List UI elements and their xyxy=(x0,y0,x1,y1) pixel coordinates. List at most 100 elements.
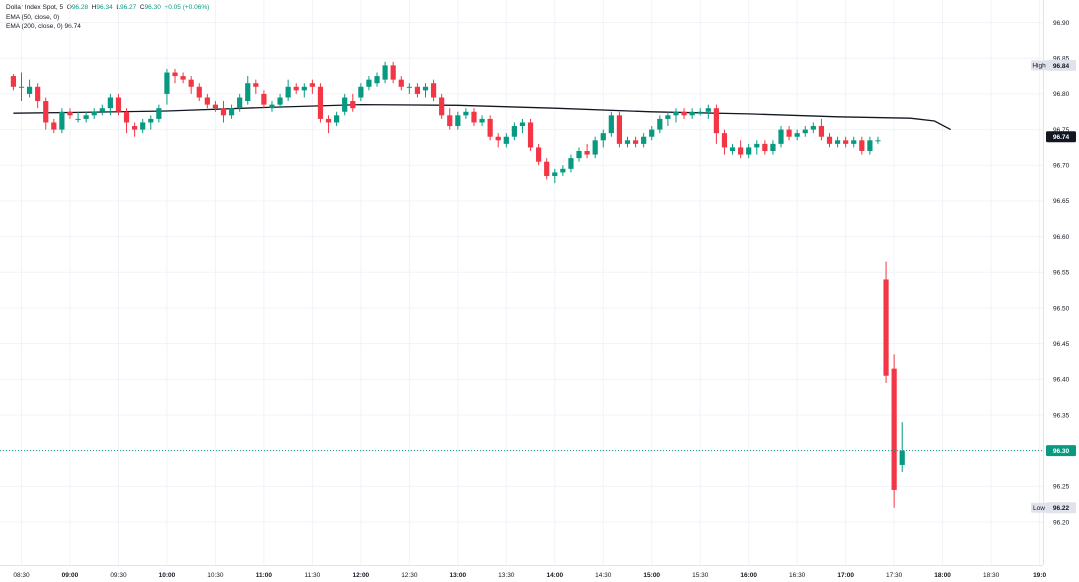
candle-body xyxy=(826,136,833,144)
candle-body xyxy=(552,172,558,176)
candle-down xyxy=(616,111,623,148)
candle-body xyxy=(35,86,41,102)
candle-body xyxy=(406,86,412,88)
candle-body xyxy=(51,122,57,130)
candle-body xyxy=(228,108,235,116)
candle-body xyxy=(220,108,227,116)
low-badge-label: Low xyxy=(1033,505,1045,512)
candle-down xyxy=(196,83,202,102)
candle-down xyxy=(67,108,73,119)
candle-body xyxy=(576,151,582,159)
low-badge-bg xyxy=(1046,502,1076,514)
candle-body xyxy=(67,111,73,116)
candle-body xyxy=(665,115,671,119)
x-tick-label: 16:30 xyxy=(789,572,806,579)
candle-up xyxy=(608,111,614,137)
x-tick-label: 12:30 xyxy=(401,572,418,579)
candle-body xyxy=(527,122,534,148)
legend-ema200-row[interactable]: EMA (200, close, 0) 96.74 xyxy=(6,22,209,32)
candle-up xyxy=(26,79,33,98)
candle-down xyxy=(786,126,792,141)
candle-up xyxy=(91,108,97,119)
candle-body xyxy=(818,126,825,137)
candle-up xyxy=(810,122,816,134)
y-tick-label: 96.25 xyxy=(1053,484,1070,491)
legend-symbol: Dollar Index Spot xyxy=(6,4,56,11)
candle-body xyxy=(883,279,889,376)
candle-down xyxy=(495,133,501,148)
candle-up xyxy=(140,118,146,134)
candle-body xyxy=(212,104,219,109)
candle-down xyxy=(261,90,267,109)
candle-down xyxy=(544,158,550,180)
candle-body xyxy=(358,86,364,98)
candle-up xyxy=(560,165,566,176)
high-badge-bg xyxy=(1046,59,1076,71)
candle-body xyxy=(156,108,162,119)
candle-body xyxy=(115,97,122,112)
candle-body xyxy=(301,86,307,91)
candle-up xyxy=(107,93,113,116)
candle-body xyxy=(624,140,631,144)
candle-body xyxy=(26,86,33,94)
candle-down xyxy=(738,140,744,159)
candle-down xyxy=(35,83,41,109)
candle-body xyxy=(382,65,388,80)
candle-body xyxy=(269,104,275,109)
candle-body xyxy=(293,86,299,91)
candle-body xyxy=(786,129,792,137)
candle-body xyxy=(657,118,663,130)
candle-body xyxy=(859,140,865,152)
candle-up xyxy=(746,143,752,159)
candle-body xyxy=(503,136,509,144)
candle-up xyxy=(729,143,736,155)
y-tick-label: 96.40 xyxy=(1053,377,1070,384)
legend-high-label: H xyxy=(91,4,97,11)
candle-down xyxy=(172,68,178,84)
candle-up xyxy=(754,140,760,155)
x-tick-label: 13:30 xyxy=(498,572,515,579)
candle-up xyxy=(358,83,364,102)
x-tick-label: 18:00 xyxy=(934,572,951,579)
candle-up xyxy=(374,72,380,87)
ema-200-series xyxy=(13,103,952,131)
candle-up xyxy=(649,126,655,141)
candle-up xyxy=(99,104,105,116)
candle-series xyxy=(10,61,905,508)
y-tick-label: 96.55 xyxy=(1053,270,1070,277)
y-tick-label: 96.45 xyxy=(1053,341,1070,348)
candle-body xyxy=(584,151,590,155)
candle-up xyxy=(228,104,235,119)
candle-body xyxy=(746,147,752,155)
candle-body xyxy=(867,140,873,152)
candle-down xyxy=(43,97,49,130)
y-tick-label: 96.65 xyxy=(1053,198,1070,205)
candle-down xyxy=(390,61,396,84)
candle-down xyxy=(487,115,493,141)
candle-up xyxy=(851,136,857,148)
candle-down xyxy=(180,72,186,84)
candle-body xyxy=(568,158,574,169)
candle-body xyxy=(317,86,324,119)
candle-down xyxy=(325,115,332,134)
candle-body xyxy=(245,83,251,102)
candle-body xyxy=(107,97,113,109)
candle-down xyxy=(632,136,639,148)
candle-down xyxy=(762,140,768,155)
legend-open: 96.28 xyxy=(71,4,89,11)
candle-down xyxy=(471,108,477,127)
x-tick-label: 16:00 xyxy=(740,572,757,579)
candle-up xyxy=(697,108,703,116)
candle-down xyxy=(10,73,17,91)
candle-body xyxy=(729,147,736,152)
candle-body xyxy=(342,97,348,112)
candle-down xyxy=(430,79,437,102)
candle-body xyxy=(253,83,259,87)
candle-body xyxy=(164,72,170,94)
candle-body xyxy=(439,97,445,116)
candle-body xyxy=(334,115,340,123)
candle-up xyxy=(455,111,461,130)
time-axis: 08:30 09:00 09:30 10:00 10:30 11:00 11:30 12:00… xyxy=(13,572,1046,579)
legend-ema50-row[interactable]: EMA (50, close, 0) xyxy=(6,13,209,23)
